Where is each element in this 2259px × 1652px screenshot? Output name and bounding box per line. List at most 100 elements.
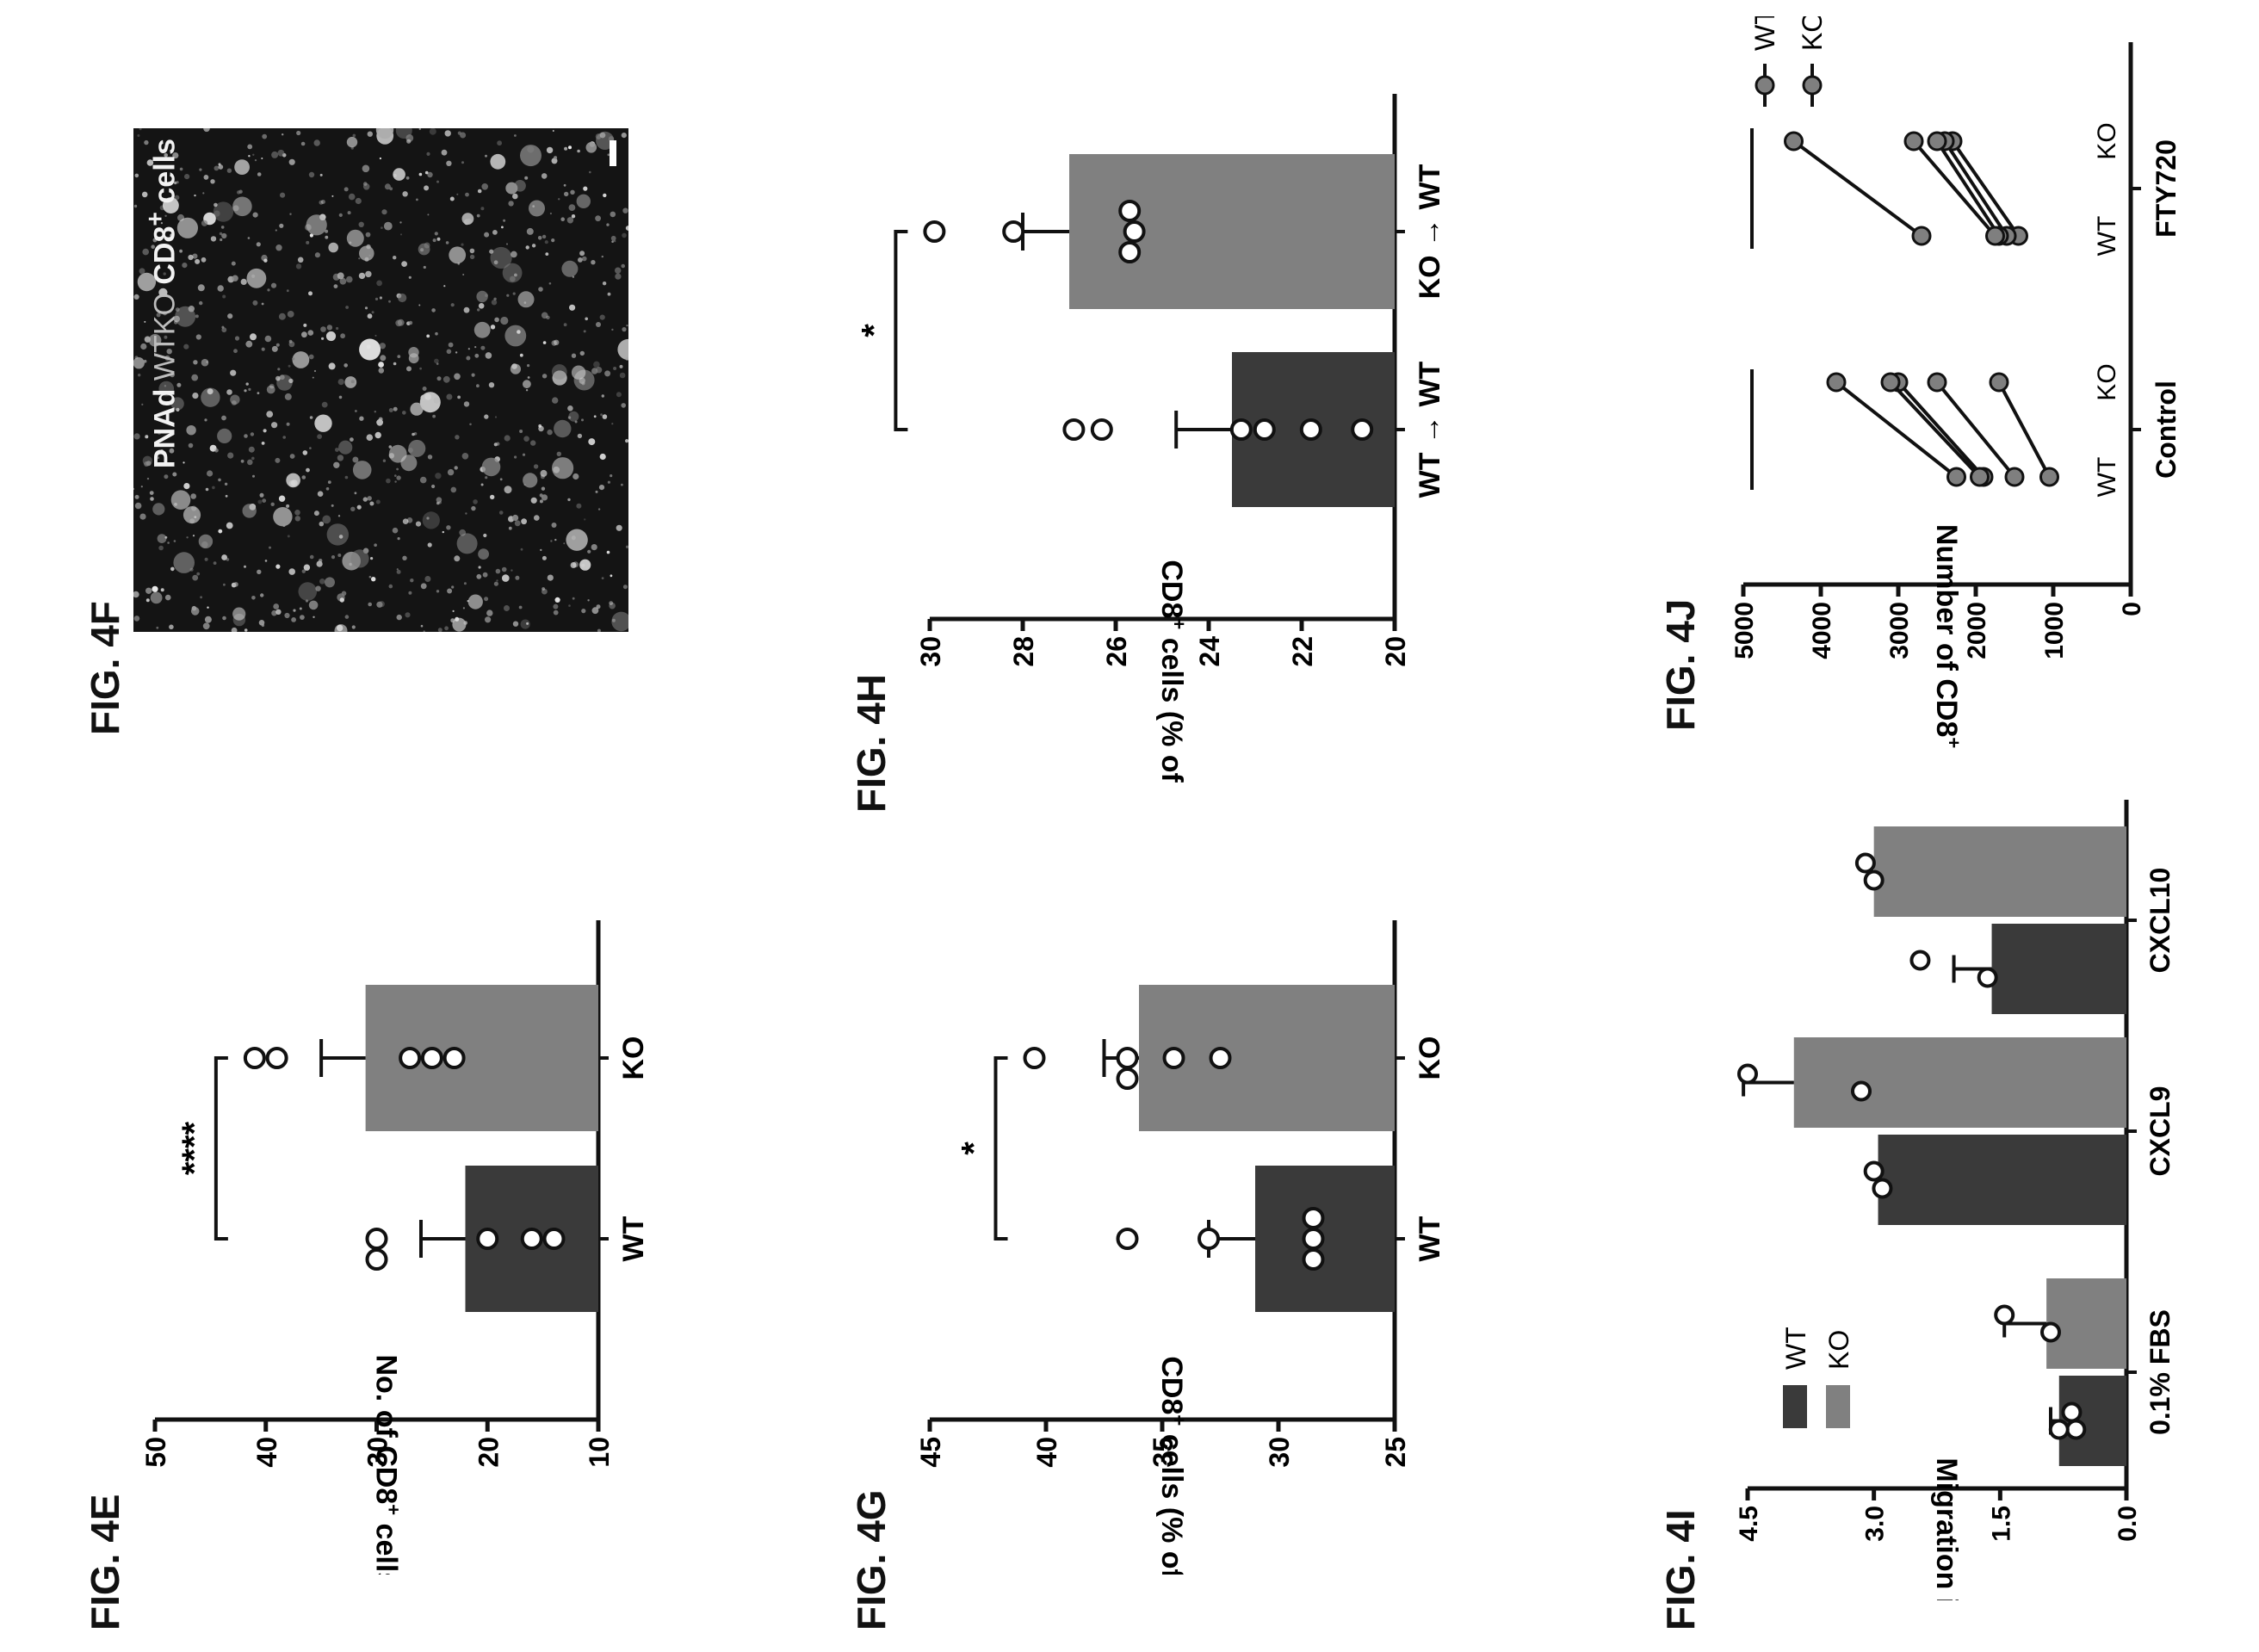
y-axis-label-4j: Number of CD8+ cells/LN (1930, 524, 1965, 757)
pair-line-4j-1-3 (1912, 139, 1997, 238)
y-tick-label-4e-0: 10 (584, 1437, 615, 1468)
data-point-4h-1-4 (923, 220, 946, 243)
legend-label-4j-1: KO (1797, 16, 1828, 51)
x-tick-label-4i-2: CXCL10 (2145, 868, 2175, 974)
point-ko-4j-1-3 (1903, 131, 1924, 152)
legend-swatch-4i-1 (1826, 1385, 1850, 1428)
x-tick-label-4g-0: WT (1414, 1216, 1446, 1261)
data-point-4i-1-0-1 (1863, 1160, 1885, 1182)
significance-label-4h: * (855, 324, 893, 337)
y-tick-label-4g-2: 35 (1148, 1437, 1179, 1468)
point-ko-4j-1-4 (1784, 131, 1804, 152)
y-tick-label-4h-3: 26 (1101, 636, 1132, 667)
y-tick-label-4e-4: 50 (140, 1437, 171, 1468)
caption-cells: cells (148, 139, 182, 204)
point-wt-4j-0-3 (1970, 467, 1990, 487)
caption-sup: + (142, 212, 170, 226)
bar-4h-1 (1069, 154, 1395, 309)
x-tick-label-4e-0: WT (617, 1216, 650, 1261)
micrograph-image (133, 128, 628, 632)
data-point-4e-1-0 (443, 1047, 466, 1069)
y-tick-label-4j-4: 4000 (1808, 602, 1836, 659)
bar-4g-1 (1139, 985, 1395, 1131)
x-sub-label-4j-1-ko: KO (2093, 122, 2121, 159)
y-tick-label-4i-2: 3.0 (1861, 1506, 1890, 1542)
y-axis-label-4h: CD8+ cells (% of Live) (1155, 560, 1191, 791)
y-tick-label-4i-0: 0.0 (2114, 1506, 2142, 1542)
x-tick-label-4j-0: Control (2151, 381, 2182, 479)
legend-label-4i-0: WT (1780, 1327, 1811, 1370)
y-tick-label-4i-1: 1.5 (1987, 1506, 2015, 1542)
micrograph-panel: PNAd WTKO CD8+ cells (133, 128, 628, 632)
bar-4i-1-1 (1793, 1037, 2126, 1128)
data-point-4e-1-4 (243, 1047, 266, 1069)
chart-4i: 0.0 1.5 3.0 4.5 Migration index 0.1% FBS CXCL9… (1735, 800, 2175, 1600)
y-tick-label-4g-0: 25 (1380, 1437, 1411, 1468)
data-point-4i-1-0-0 (1872, 1178, 1893, 1199)
pair-line-4j-0-0 (1997, 381, 2052, 478)
point-wt-4j-1-3 (1985, 226, 2005, 246)
legend-marker-4j-0 (1755, 75, 1775, 96)
significance-label-4g: * (956, 1142, 993, 1155)
data-point-4i-0-0-1 (2061, 1401, 2083, 1423)
data-point-4g-1-2 (1116, 1047, 1139, 1069)
pair-line-4j-0-4 (1835, 381, 1958, 479)
fig-4f-label: FIG. 4F (83, 601, 127, 735)
pair-line-4j-0-2 (1897, 381, 1985, 479)
x-sub-label-4j-0-ko: KO (2093, 363, 2121, 400)
data-point-4e-0-0 (542, 1228, 566, 1250)
legend-marker-4j-1 (1802, 75, 1823, 96)
x-tick-label-4h-0: WT → WT (1414, 361, 1446, 498)
data-point-4h-1-0 (1123, 220, 1146, 243)
y-tick-label-4h-1: 22 (1287, 636, 1318, 667)
data-point-4i-2-1-0 (1863, 869, 1885, 891)
data-point-4i-1-1-1 (1737, 1063, 1758, 1085)
point-ko-4j-1-2 (1927, 131, 1947, 152)
y-tick-label-4j-3: 3000 (1885, 602, 1914, 659)
x-sub-label-4j-1-wt: WT (2093, 216, 2121, 257)
x-tick-label-4g-1: KO (1414, 1036, 1446, 1080)
bar-4i-2-0 (1991, 924, 2126, 1014)
data-point-4i-2-0-0 (1977, 967, 1998, 988)
y-tick-label-4e-3: 40 (251, 1437, 282, 1468)
point-ko-4j-0-0 (1989, 372, 2009, 393)
y-tick-label-4j-5: 5000 (1730, 602, 1759, 659)
data-point-4i-0-1-0 (2040, 1321, 2061, 1343)
data-point-4h-0-1 (1299, 418, 1322, 441)
data-point-4g-0-0 (1302, 1228, 1325, 1250)
point-ko-4j-0-3 (1880, 372, 1901, 393)
data-point-4h-0-5 (1062, 418, 1086, 441)
bar-4i-1-0 (1878, 1135, 2126, 1225)
point-ko-4j-0-4 (1826, 372, 1847, 393)
superscript-plus: + (383, 1504, 405, 1515)
data-point-4i-2-1-1 (1854, 852, 1876, 874)
data-point-4e-1-1 (420, 1047, 443, 1069)
data-point-4h-1-1 (1118, 241, 1142, 263)
pair-line-4j-1-2 (1935, 139, 2001, 238)
x-tick-label-4i-1: CXCL9 (2145, 1086, 2175, 1177)
y-tick-label-4e-1: 20 (473, 1437, 504, 1468)
scale-bar (610, 140, 616, 166)
point-wt-4j-1-4 (1911, 226, 1932, 246)
y-tick-label-4g-1: 30 (1264, 1437, 1295, 1468)
bar-4i-0-0 (2058, 1376, 2126, 1466)
point-wt-4j-0-0 (2039, 467, 2059, 487)
data-point-4h-0-3 (1229, 418, 1253, 441)
y-tick-label-4j-0: 0 (2118, 602, 2146, 616)
micrograph-caption: PNAd WTKO CD8+ cells (142, 139, 182, 468)
y-tick-label-4h-5: 30 (915, 636, 946, 667)
y-tick-label-4i-3: 4.5 (1735, 1506, 1763, 1542)
pair-line-4j-1-0 (1951, 139, 2021, 238)
data-point-4g-1-4 (1023, 1047, 1046, 1069)
data-point-4i-0-0-0 (2065, 1419, 2087, 1440)
pair-line-4j-0-1 (1935, 381, 2016, 479)
data-point-4g-0-2 (1302, 1207, 1325, 1229)
data-point-4e-0-3 (365, 1228, 388, 1250)
x-tick-label-4j-1: FTY720 (2151, 139, 2182, 238)
y-tick-label-4h-4: 28 (1008, 636, 1039, 667)
data-point-4i-0-1-1 (1994, 1304, 2015, 1326)
y-tick-label-4h-2: 24 (1194, 636, 1225, 667)
data-point-4g-1-0 (1209, 1047, 1232, 1069)
significance-bracket-4e (214, 1056, 228, 1241)
data-point-4g-0-4 (1116, 1228, 1139, 1250)
